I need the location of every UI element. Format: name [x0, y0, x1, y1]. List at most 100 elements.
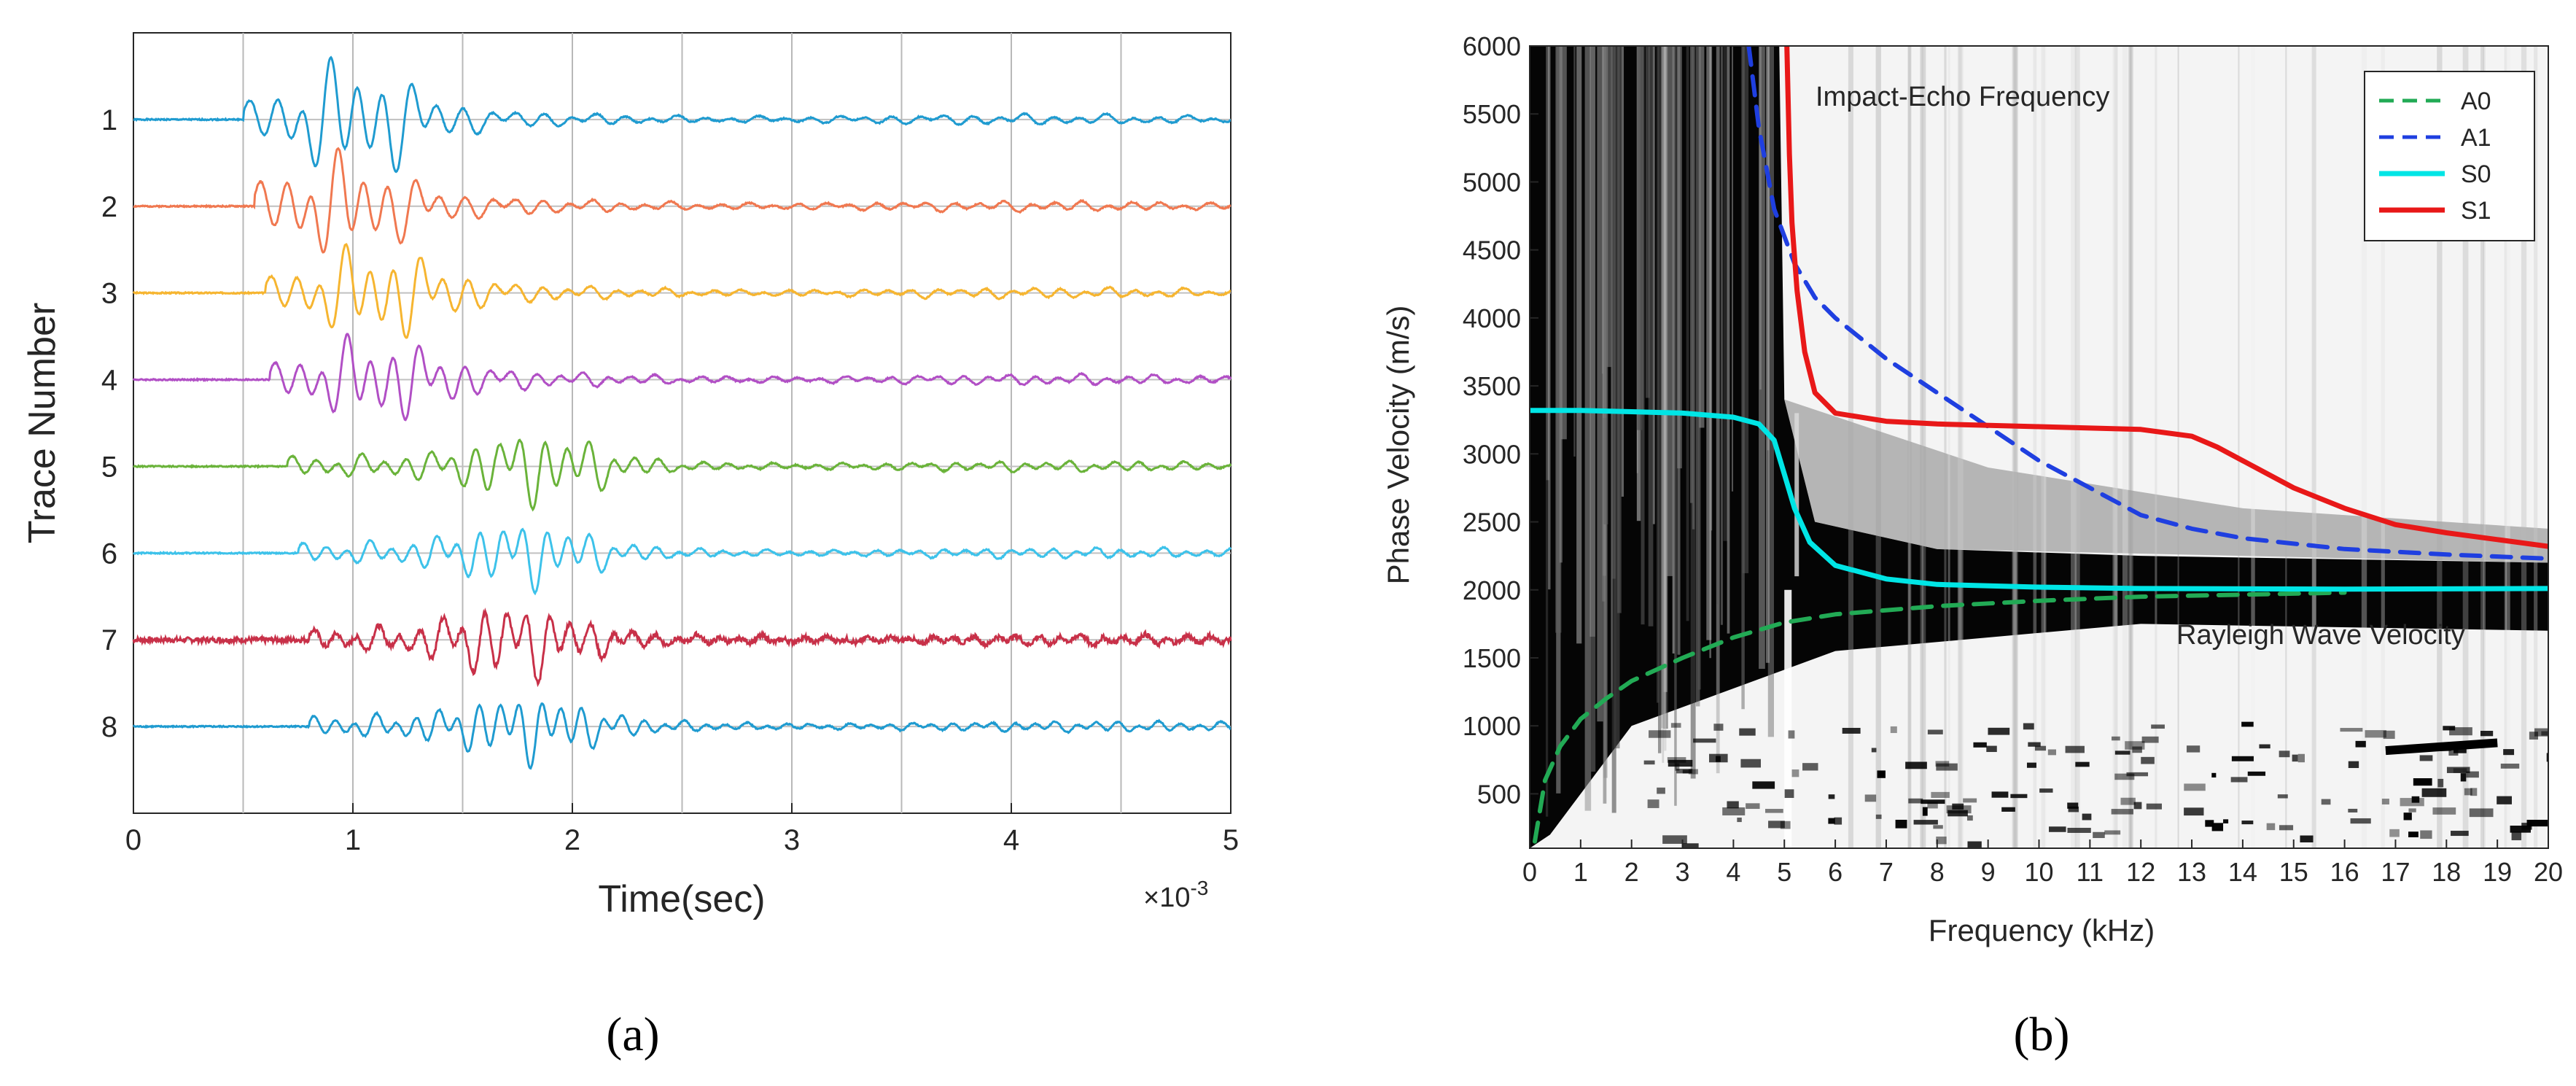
heatmap-speckle: [2151, 724, 2165, 729]
heatmap-speckle: [2114, 773, 2135, 780]
panel-b-x-tick-label: 19: [2483, 857, 2512, 887]
heatmap-speckle: [2223, 819, 2229, 823]
heatmap-streak: [2521, 46, 2527, 848]
panel-a: 0 1 2 3 4 5 1 2 3 4 5 6 7 8 Time(sec) Trace Number ×…: [21, 32, 1239, 1061]
heatmap-speckle: [2231, 756, 2254, 761]
heatmap-speckle: [2529, 732, 2539, 740]
heatmap-streak: [2462, 46, 2469, 848]
panel-a-caption: (a): [606, 1008, 659, 1061]
heatmap-speckle: [2383, 730, 2395, 740]
heatmap-speckle: [2230, 777, 2248, 783]
panel-b-heatmap: [1530, 46, 2548, 848]
heatmap-speckle: [1746, 803, 1760, 810]
heatmap-streak: [1759, 46, 1765, 670]
heatmap-speckle: [1871, 748, 1877, 753]
heatmap-streak: [2238, 46, 2240, 848]
heatmap-speckle: [1875, 814, 1882, 819]
heatmap-speckle: [1908, 798, 1923, 804]
heatmap-streak: [1947, 46, 1950, 848]
heatmap-streak: [1576, 46, 1582, 644]
heatmap-streak: [2361, 46, 2367, 848]
heatmap-speckle: [1988, 727, 2010, 735]
heatmap-streak: [1603, 46, 1608, 524]
panel-b-x-tick-label: 17: [2381, 857, 2410, 887]
heatmap-speckle: [2480, 731, 2494, 737]
heatmap-speckle: [2067, 802, 2079, 809]
panel-b-x-tick-label: 20: [2534, 857, 2563, 887]
heatmap-streak: [2311, 46, 2316, 848]
heatmap-streak: [2112, 46, 2117, 848]
heatmap-speckle: [2184, 783, 2206, 791]
heatmap-speckle: [1740, 759, 1762, 768]
heatmap-speckle: [2093, 831, 2105, 839]
heatmap-speckle: [1788, 730, 1795, 739]
heatmap-streak: [2012, 46, 2017, 848]
heatmap-speckle: [1765, 809, 1783, 813]
heatmap-streak: [2012, 46, 2017, 848]
heatmap-speckle: [2300, 835, 2314, 842]
heatmap-speckle: [2241, 721, 2254, 727]
heatmap-speckle: [2526, 819, 2548, 827]
heatmap-speckle: [1905, 761, 1927, 769]
heatmap-speckle: [2026, 762, 2036, 768]
heatmap-speckle: [1895, 819, 1907, 829]
panel-b-y-tick-label: 4000: [1463, 303, 1521, 333]
heatmap-speckle: [2321, 799, 2331, 805]
heatmap-speckle: [1752, 781, 1775, 789]
heatmap-speckle: [1991, 791, 2009, 798]
panel-b-xlabel: Frequency (kHz): [1929, 913, 2155, 947]
heatmap-speckle: [2082, 813, 2092, 821]
heatmap-speckle: [1713, 724, 1724, 731]
panel-b-caption: (b): [2014, 1008, 2070, 1061]
heatmap-speckle: [1828, 818, 1835, 824]
panel-a-grid: [133, 33, 1231, 813]
legend-label-a1: A1: [2461, 124, 2491, 152]
panel-b-x-tick-label: 7: [1879, 857, 1894, 887]
heatmap-speckle: [2497, 796, 2512, 804]
heatmap-speckle: [2068, 806, 2079, 812]
heatmap-speckle: [1739, 728, 1756, 736]
panel-b-x-tick-label: 12: [2126, 857, 2155, 887]
heatmap-speckle: [1913, 820, 1938, 825]
heatmap-speckle: [1784, 789, 1794, 799]
heatmap-speckle: [1668, 759, 1693, 767]
heatmap-streak: [1560, 46, 1567, 440]
heatmap-speckle: [1922, 807, 1928, 816]
heatmap-streak: [2177, 46, 2179, 848]
heatmap-speckle: [2259, 744, 2270, 749]
heatmap-speckle: [1791, 769, 1799, 777]
heatmap-speckle: [2279, 825, 2294, 831]
panel-b-x-tick-label: 5: [1777, 857, 1791, 887]
heatmap-speckle: [2211, 823, 2224, 831]
panel-b-x-tick-label: 14: [2228, 857, 2257, 887]
heatmap-speckle: [1834, 817, 1842, 825]
heatmap-streak: [2381, 46, 2385, 848]
heatmap-speckle: [2049, 826, 2066, 832]
heatmap-speckle: [1693, 738, 1716, 743]
heatmap-streak: [1584, 46, 1592, 811]
heatmap-streak: [1666, 46, 1673, 576]
trace-1-line: [133, 55, 1231, 174]
panel-b-ylabel: Phase Velocity (m/s): [1381, 306, 1415, 585]
heatmap-streak: [2504, 46, 2507, 848]
heatmap-streak: [1645, 46, 1650, 398]
heatmap-speckle: [1927, 729, 1943, 734]
panel-a-y-tick-label: 8: [101, 711, 117, 743]
legend-label-a0: A0: [2461, 88, 2491, 115]
curve-s1: [1784, 46, 2548, 549]
heatmap-streak: [1957, 46, 1964, 848]
heatmap-speckle: [1890, 726, 1897, 734]
heatmap-streak: [1709, 46, 1713, 531]
legend-label-s0: S0: [2461, 160, 2491, 188]
heatmap-streak: [2033, 46, 2037, 848]
heatmap-speckle: [2297, 753, 2305, 763]
heatmap-streak: [2480, 46, 2485, 848]
heatmap-speckle: [2241, 821, 2254, 825]
panel-b-y-tick-label: 1000: [1463, 711, 1521, 741]
heatmap-speckle: [1670, 723, 1681, 728]
heatmap-streak: [2437, 46, 2443, 848]
heatmap-gradient-band: [1784, 399, 2548, 563]
heatmap-speckle: [2247, 771, 2266, 776]
curve-a0: [1533, 590, 2347, 844]
heatmap-speckle: [1768, 821, 1785, 829]
